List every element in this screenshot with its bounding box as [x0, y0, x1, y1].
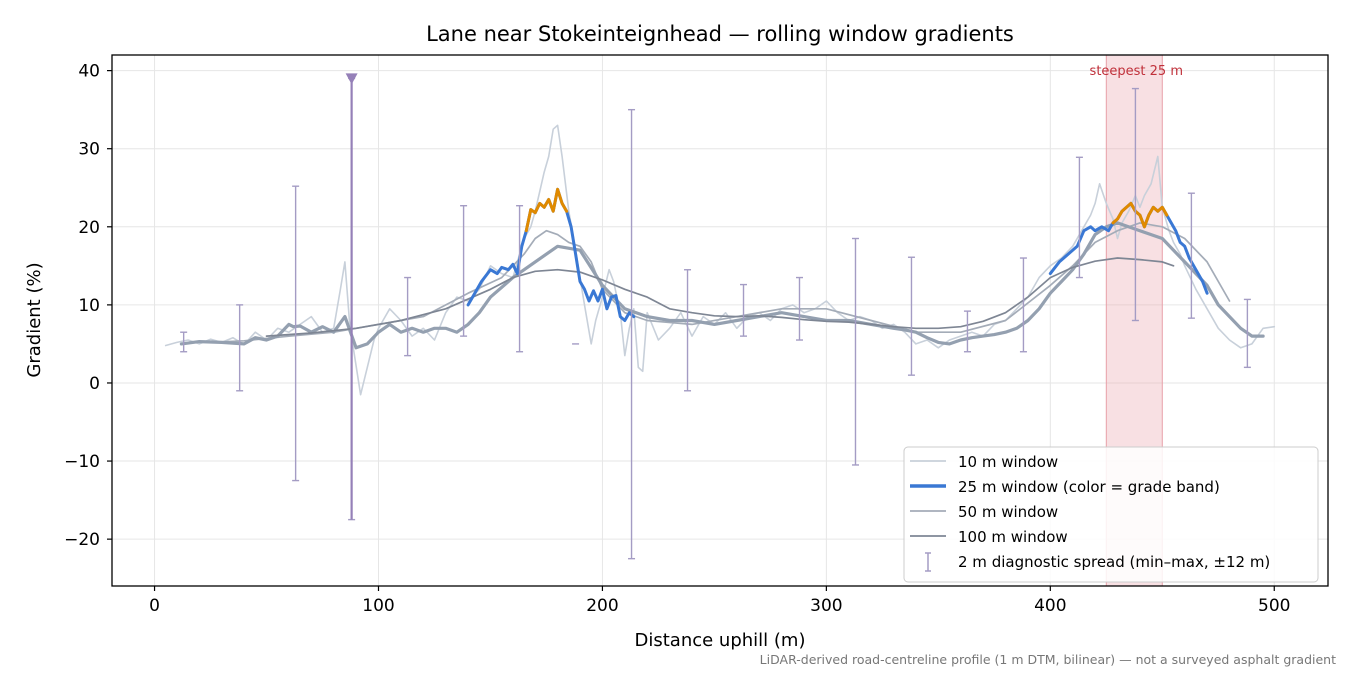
- spread-layer: [180, 73, 1251, 560]
- tick-layer: 0 100 200 300 400 500 −20 −10 0 10 20 30 40: [64, 62, 1290, 616]
- y-tick-label: −10: [64, 452, 100, 472]
- plot-frame: [111, 54, 1329, 587]
- spread-bar: [795, 276, 803, 341]
- spread-bar: [404, 276, 412, 357]
- spread-bar: [180, 331, 188, 353]
- spread-bar: [907, 256, 915, 376]
- series-50m-line: [209, 222, 1231, 344]
- x-tick-label: 200: [586, 596, 618, 616]
- series-100m-line: [265, 257, 1175, 337]
- spread-bar: [740, 283, 748, 337]
- footnote: LiDAR-derived road-centreline profile (1…: [760, 652, 1336, 667]
- series-50m-line: [179, 221, 1265, 350]
- spread-bar: [963, 310, 971, 353]
- y-tick-label: 30: [78, 140, 100, 160]
- spread-bar: [1131, 87, 1139, 322]
- spread-bar: [1187, 192, 1195, 319]
- legend-label-10m: 10 m window: [958, 453, 1058, 471]
- legend-label-spread: 2 m diagnostic spread (min–max, ±12 m): [958, 553, 1270, 571]
- steepest-band-label: steepest 25 m: [1090, 64, 1183, 79]
- legend-box: [903, 446, 1319, 583]
- spread-bar: [851, 237, 859, 466]
- y-axis-title: Gradient (%): [24, 262, 45, 377]
- spread-bar: [292, 185, 300, 482]
- spread-bar: [236, 304, 244, 392]
- legend-label-50m: 50 m window: [958, 503, 1058, 521]
- series-layer: [164, 124, 1276, 396]
- series-25m-steep-segment: [1111, 201, 1169, 229]
- series-25m-steep-segment: [524, 187, 569, 233]
- legend-swatch-spread: [925, 552, 931, 572]
- spread-bar: [460, 205, 468, 337]
- spread-bar: [1075, 156, 1083, 279]
- x-tick-label: 0: [149, 596, 160, 616]
- y-tick-label: −20: [64, 530, 100, 550]
- x-tick-label: 300: [810, 596, 842, 616]
- spread-bar: [684, 269, 692, 392]
- spread-bar: [1243, 298, 1251, 369]
- legend-label-100m: 100 m window: [958, 528, 1068, 546]
- y-tick-label: 20: [78, 218, 100, 238]
- chart-title: Lane near Stokeinteignhead — rolling win…: [426, 22, 1014, 46]
- x-tick-label: 400: [1034, 596, 1066, 616]
- grid-layer: [112, 55, 1328, 586]
- x-axis-title: Distance uphill (m): [635, 630, 806, 651]
- spread-bar: [516, 205, 524, 353]
- legend-label-25m: 25 m window (color = grade band): [958, 478, 1220, 496]
- spread-bar: [628, 108, 636, 560]
- legend: 10 m window 25 m window (color = grade b…: [903, 446, 1319, 583]
- spread-bar: [1019, 257, 1027, 353]
- y-tick-label: 10: [78, 296, 100, 316]
- outlier-marker: [345, 73, 358, 85]
- y-tick-label: 0: [89, 374, 100, 394]
- x-tick-label: 100: [362, 596, 394, 616]
- x-tick-label: 500: [1258, 596, 1290, 616]
- y-tick-label: 40: [78, 62, 100, 82]
